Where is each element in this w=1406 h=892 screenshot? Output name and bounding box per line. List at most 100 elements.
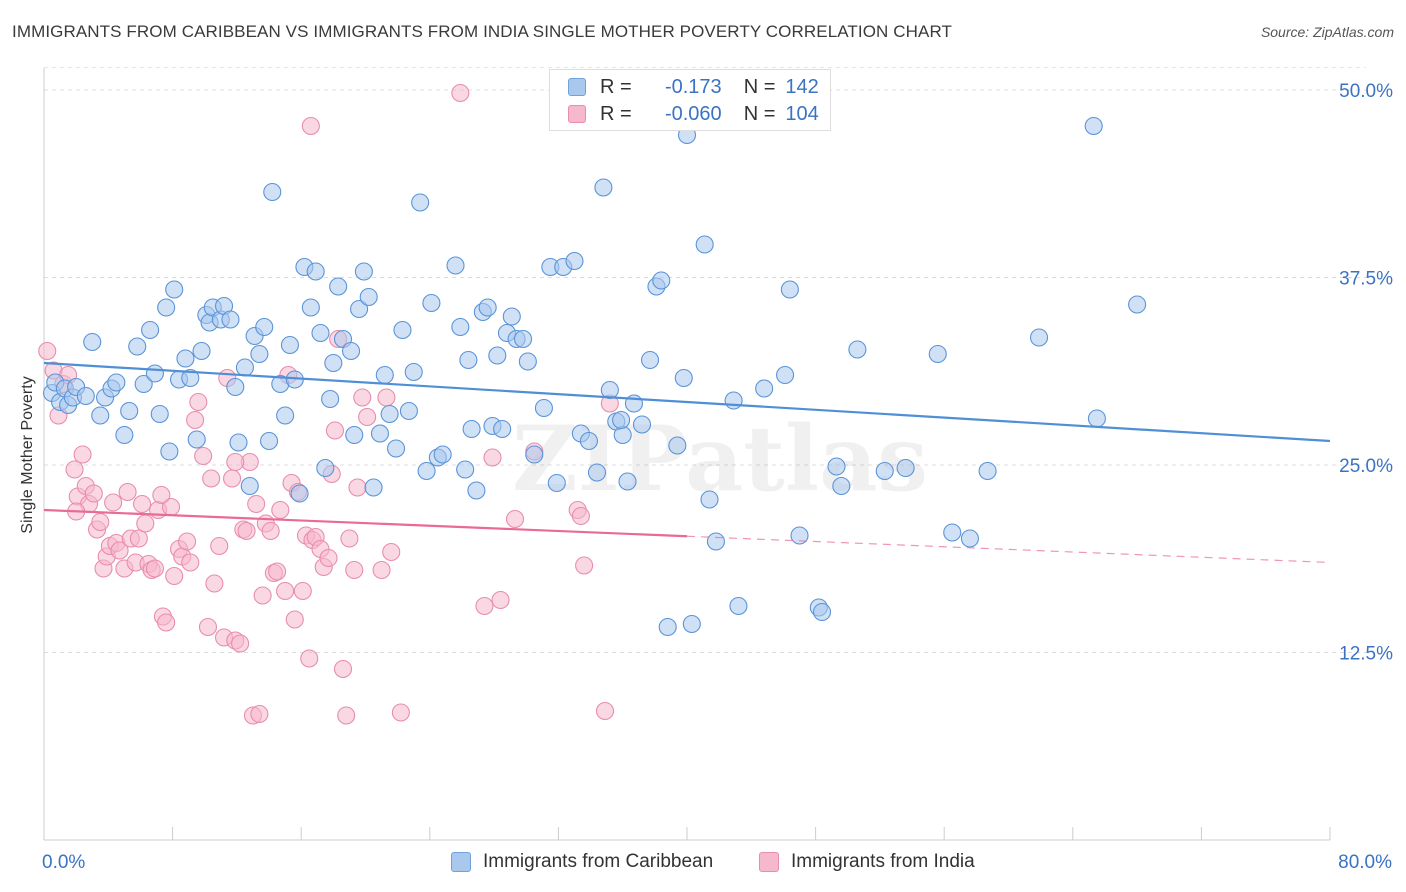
caribbean-point	[632, 415, 652, 434]
caribbean-point	[187, 430, 206, 449]
india-point	[237, 521, 256, 541]
india-point	[186, 410, 205, 430]
caribbean-point	[128, 337, 147, 356]
caribbean-point	[176, 349, 195, 368]
caribbean-point	[682, 614, 701, 634]
n-value-caribbean: 142	[785, 75, 819, 98]
caribbean-point	[943, 523, 962, 542]
india-point	[276, 581, 295, 601]
caribbean-point	[459, 350, 478, 370]
caribbean-point	[226, 377, 245, 397]
caribbean-point	[359, 287, 378, 307]
caribbean-point	[896, 458, 915, 478]
caribbean-point	[301, 298, 320, 317]
y-tick-label: 50.0%	[1339, 81, 1393, 102]
caribbean-point	[134, 374, 153, 394]
caribbean-point	[658, 617, 677, 637]
caribbean-point	[613, 425, 632, 445]
caribbean-point	[115, 425, 134, 445]
india-point	[319, 548, 338, 568]
india-point	[38, 341, 57, 361]
r-value-india: -0.060	[664, 102, 722, 125]
india-point	[250, 704, 269, 724]
caribbean-point	[404, 362, 423, 382]
legend-swatch-caribbean	[568, 78, 586, 96]
caribbean-point	[848, 340, 867, 359]
caribbean-point	[411, 193, 430, 212]
caribbean-point	[386, 439, 406, 458]
caribbean-point	[695, 235, 714, 254]
legend-item-india[interactable]: Immigrants from India	[759, 851, 975, 873]
legend-item-caribbean[interactable]: Immigrants from Caribbean	[451, 851, 713, 873]
y-tick-label: 37.5%	[1339, 269, 1393, 290]
x-tick-label-min: 0.0%	[42, 852, 86, 873]
caribbean-point	[478, 298, 497, 317]
caribbean-point	[229, 433, 248, 452]
r-label: R =	[600, 75, 632, 98]
caribbean-point	[107, 373, 126, 392]
caribbean-point	[928, 344, 947, 364]
caribbean-point	[417, 461, 436, 481]
caribbean-point	[724, 391, 743, 410]
trend-line-india-extension	[686, 535, 1331, 564]
india-point	[451, 83, 470, 103]
india-point	[372, 560, 391, 580]
india-point	[152, 485, 171, 505]
caribbean-point	[321, 389, 340, 409]
legend-row-caribbean: R = -0.173 N = 142	[568, 74, 819, 100]
caribbean-point	[780, 280, 799, 299]
caribbean-point	[493, 419, 512, 439]
india-point	[491, 590, 510, 610]
legend-row-india: R = -0.060 N = 104	[568, 101, 819, 127]
n-label: N =	[743, 102, 776, 125]
caribbean-point	[433, 445, 452, 464]
caribbean-point	[706, 532, 725, 551]
caribbean-point	[192, 341, 211, 361]
india-point	[301, 116, 320, 136]
caribbean-point	[380, 404, 399, 424]
india-point	[202, 469, 221, 488]
caribbean-point	[259, 431, 279, 451]
caribbean-point	[91, 406, 110, 425]
india-point	[340, 529, 359, 548]
caribbean-point	[280, 335, 299, 355]
india-point	[325, 421, 345, 440]
caribbean-point	[513, 329, 533, 349]
caribbean-point	[565, 251, 584, 271]
caribbean-point	[329, 277, 348, 296]
caribbean-point	[674, 368, 693, 388]
caribbean-point	[375, 365, 394, 385]
caribbean-point	[393, 320, 412, 340]
caribbean-point	[579, 431, 598, 451]
india-point	[181, 553, 200, 572]
india-point	[165, 566, 184, 586]
india-point	[253, 586, 272, 605]
caribbean-point	[76, 386, 95, 406]
india-point	[345, 560, 364, 580]
caribbean-point	[587, 463, 607, 482]
india-point	[157, 613, 176, 632]
india-point	[382, 542, 401, 562]
caribbean-point	[290, 484, 309, 503]
india-point	[231, 634, 250, 653]
caribbean-point	[488, 346, 507, 365]
caribbean-point	[235, 358, 254, 377]
caribbean-point	[1128, 295, 1147, 314]
caribbean-point	[652, 271, 671, 290]
caribbean-point	[145, 364, 164, 383]
legend-swatch-india	[568, 105, 586, 123]
caribbean-point	[1084, 116, 1103, 136]
caribbean-point	[221, 310, 240, 329]
india-point	[133, 494, 152, 514]
india-point	[110, 541, 129, 560]
caribbean-point	[350, 299, 369, 319]
caribbean-point	[370, 424, 390, 443]
x-tick-label-max: 80.0%	[1338, 852, 1392, 873]
caribbean-point	[276, 406, 295, 425]
caribbean-point	[1029, 328, 1049, 347]
caribbean-point	[832, 476, 851, 496]
caribbean-point	[83, 332, 102, 352]
caribbean-point	[960, 529, 979, 548]
caribbean-point	[324, 353, 343, 373]
